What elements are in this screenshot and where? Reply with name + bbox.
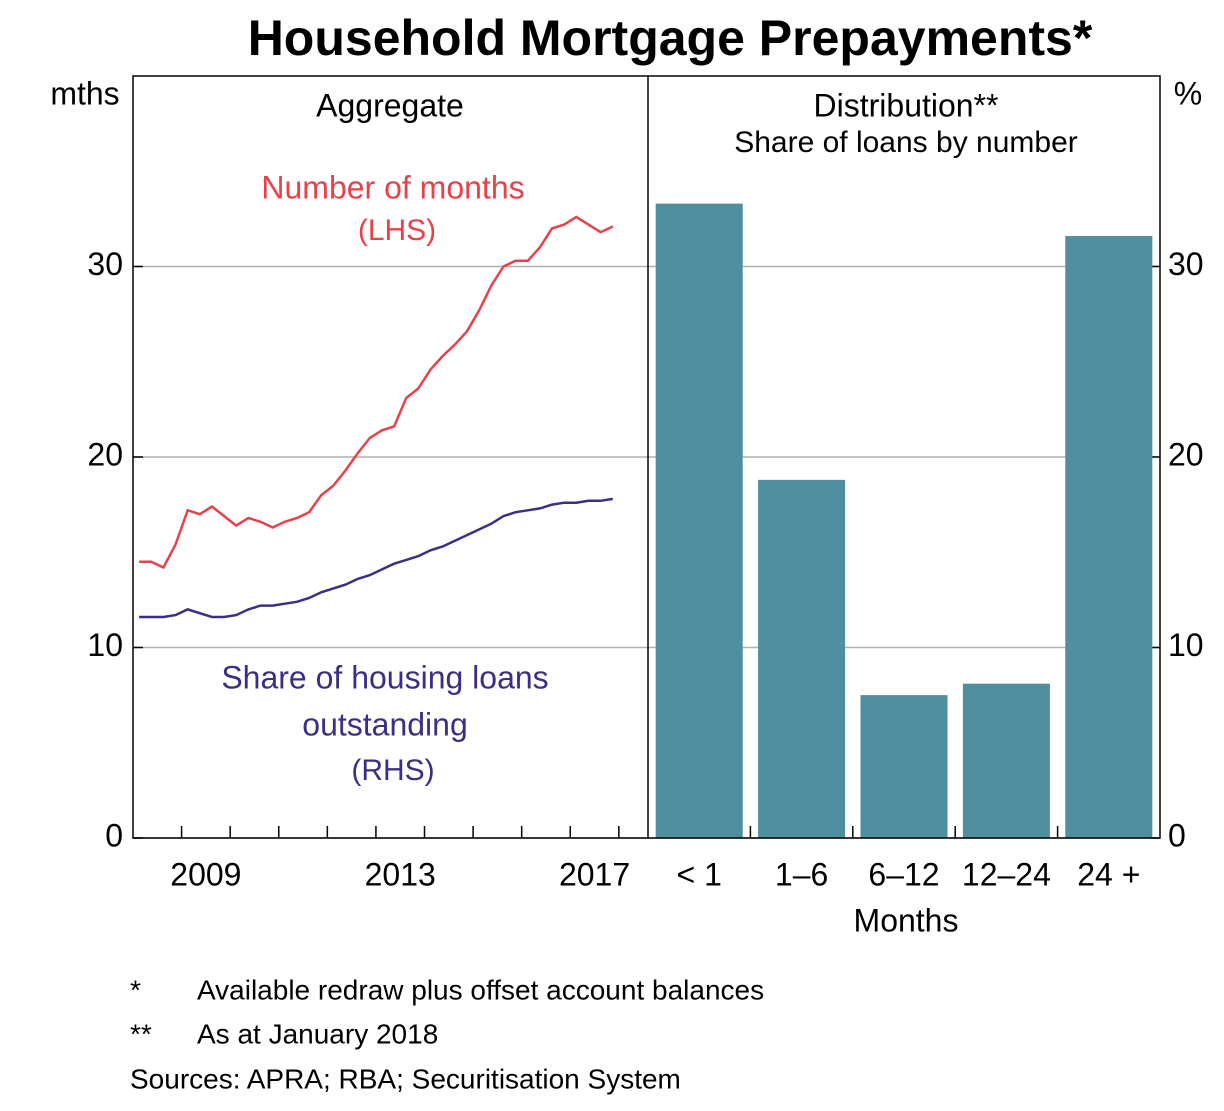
y-unit-right: % [1174,75,1202,111]
y-tick-label: 10 [1168,627,1204,663]
x-tick-label: 1–6 [775,856,828,892]
y-tick-label: 20 [1168,436,1204,472]
panel-subtitle: Share of loans by number [734,126,1078,159]
plot-frame [132,75,1161,839]
bar [962,683,1050,838]
bar [860,695,948,838]
series-label: (RHS) [351,754,434,787]
x-tick-label: 2009 [170,856,241,892]
y-tick-label: 0 [105,817,123,853]
x-axis-label: Months [854,902,959,938]
bar [758,479,846,838]
x-tick-label: 2013 [365,856,436,892]
panel-title: Aggregate [316,87,464,123]
footnote-mark: ** [130,1018,152,1049]
y-tick-label: 30 [87,246,123,282]
panel-title: Distribution** [814,87,999,123]
bar [1065,236,1153,838]
y-tick-label: 0 [1168,817,1186,853]
sources: Sources: APRA; RBA; Securitisation Syste… [130,1063,681,1094]
series-label: Share of housing loans [221,659,548,695]
x-tick-label: 12–24 [962,856,1051,892]
y-tick-label: 30 [1168,246,1204,282]
x-tick-label: 6–12 [868,856,939,892]
chart-title: Household Mortgage Prepayments* [248,10,1093,66]
series-label: outstanding [302,706,467,742]
footnote-mark: * [130,974,141,1005]
x-tick-label: 24 + [1077,856,1140,892]
y-tick-label: 20 [87,436,123,472]
footnote: Available redraw plus offset account bal… [197,974,764,1005]
series-label: (LHS) [358,214,436,247]
y-tick-label: 10 [87,627,123,663]
footnote: As at January 2018 [197,1018,438,1049]
x-tick-label: < 1 [677,856,722,892]
bar [655,203,743,838]
series-label: Number of months [261,169,524,205]
x-tick-label: 2017 [559,856,630,892]
series-line [139,497,613,619]
y-unit-left: mths [50,75,119,111]
series-line [139,215,614,570]
